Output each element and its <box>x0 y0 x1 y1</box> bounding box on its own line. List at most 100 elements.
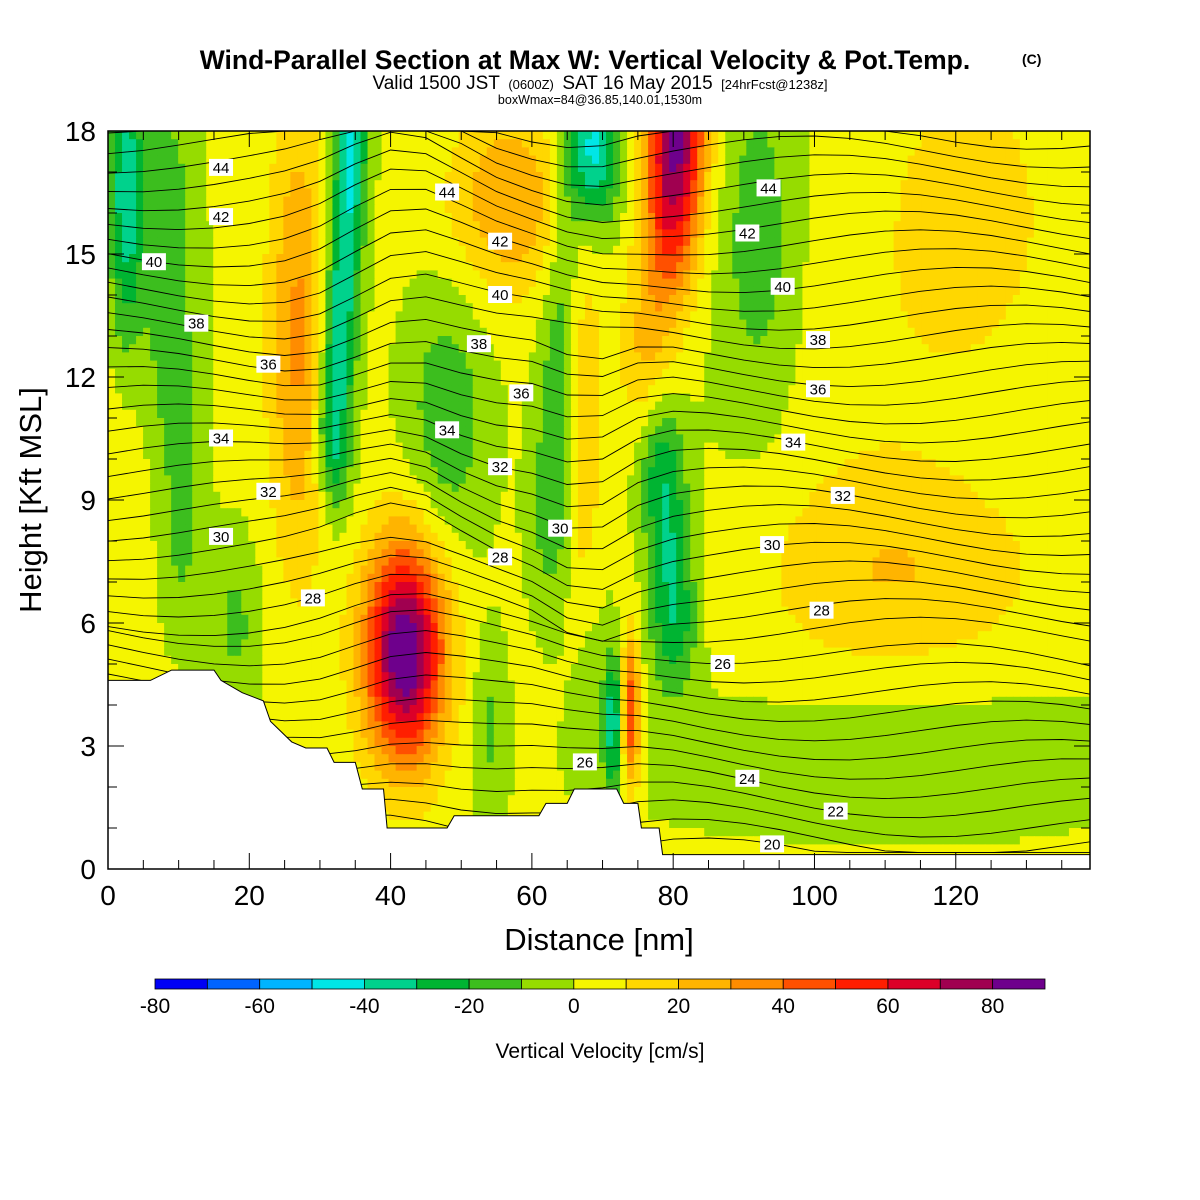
velocity-cell <box>949 377 958 386</box>
velocity-cell <box>1047 188 1056 198</box>
velocity-cell <box>514 409 523 419</box>
velocity-cell <box>739 327 747 337</box>
velocity-cell <box>311 401 320 411</box>
velocity-cell <box>493 213 502 222</box>
velocity-cell <box>662 221 670 230</box>
velocity-cell <box>465 360 474 370</box>
velocity-cell <box>255 368 263 378</box>
velocity-cell <box>893 204 902 214</box>
velocity-cell <box>129 377 137 386</box>
velocity-cell <box>781 213 789 222</box>
velocity-cell <box>514 303 523 312</box>
velocity-cell <box>479 311 488 321</box>
velocity-cell <box>977 270 986 280</box>
velocity-cell <box>367 188 376 198</box>
velocity-cell <box>199 155 207 165</box>
velocity-cell <box>746 278 754 288</box>
velocity-cell <box>1019 221 1028 230</box>
velocity-cell <box>886 327 895 337</box>
velocity-cell <box>669 229 677 239</box>
velocity-cell <box>641 254 649 263</box>
velocity-cell <box>479 196 488 206</box>
velocity-cell <box>591 163 600 173</box>
velocity-cell <box>641 344 649 353</box>
velocity-cell <box>949 188 958 198</box>
velocity-cell <box>1026 229 1035 239</box>
velocity-cell <box>206 172 214 181</box>
velocity-cell <box>129 303 137 312</box>
velocity-cell <box>255 196 263 206</box>
velocity-cell <box>360 368 369 378</box>
velocity-cell <box>549 139 558 148</box>
velocity-cell <box>921 245 930 255</box>
velocity-cell <box>1075 196 1084 206</box>
velocity-cell <box>641 188 649 198</box>
velocity-cell <box>255 295 263 304</box>
velocity-cell <box>472 139 481 148</box>
velocity-cell <box>620 270 628 280</box>
velocity-cell <box>809 295 818 304</box>
velocity-cell <box>248 188 256 198</box>
velocity-cell <box>311 352 320 362</box>
velocity-cell <box>865 229 874 239</box>
velocity-cell <box>823 368 832 378</box>
velocity-cell <box>872 254 881 263</box>
velocity-cell <box>914 139 923 148</box>
velocity-cell <box>227 180 235 189</box>
velocity-cell <box>669 336 677 345</box>
velocity-cell <box>991 196 1000 206</box>
velocity-cell <box>963 245 972 255</box>
velocity-cell <box>858 286 867 296</box>
velocity-cell <box>164 229 172 239</box>
velocity-cell <box>318 196 327 206</box>
velocity-cell <box>676 254 684 263</box>
velocity-cell <box>416 377 425 386</box>
velocity-cell <box>613 303 621 312</box>
velocity-cell <box>942 286 951 296</box>
velocity-cell <box>458 295 467 304</box>
velocity-cell <box>528 278 537 288</box>
velocity-cell <box>129 278 137 288</box>
velocity-cell <box>725 196 733 206</box>
velocity-cell <box>837 360 846 370</box>
velocity-cell <box>591 344 600 353</box>
velocity-cell <box>115 254 123 263</box>
velocity-cell <box>879 295 888 304</box>
velocity-cell <box>563 188 572 198</box>
velocity-cell <box>697 278 705 288</box>
velocity-cell <box>865 262 874 271</box>
velocity-cell <box>353 221 362 230</box>
velocity-cell <box>213 245 221 255</box>
velocity-cell <box>1082 204 1090 214</box>
velocity-cell <box>402 368 411 378</box>
velocity-cell <box>192 303 200 312</box>
velocity-cell <box>255 180 263 189</box>
velocity-cell <box>514 221 523 230</box>
velocity-cell <box>788 245 796 255</box>
velocity-cell <box>1082 319 1090 329</box>
velocity-cell <box>500 270 509 280</box>
velocity-cell <box>283 180 291 189</box>
velocity-cell <box>991 393 1000 403</box>
velocity-cell <box>241 344 249 353</box>
velocity-cell <box>507 270 516 280</box>
velocity-cell <box>627 221 635 230</box>
velocity-cell <box>220 401 228 411</box>
velocity-cell <box>984 401 993 411</box>
velocity-cell <box>325 409 334 419</box>
velocity-cell <box>942 147 951 157</box>
velocity-cell <box>374 163 383 173</box>
velocity-cell <box>325 368 334 378</box>
velocity-cell <box>599 311 607 321</box>
velocity-cell <box>374 237 383 247</box>
velocity-cell <box>795 385 804 394</box>
velocity-cell <box>178 385 186 394</box>
velocity-cell <box>1054 172 1063 181</box>
velocity-cell <box>136 229 144 239</box>
velocity-cell <box>1040 229 1049 239</box>
velocity-cell <box>521 188 530 198</box>
velocity-cell <box>704 172 712 181</box>
velocity-cell <box>732 262 740 271</box>
velocity-cell <box>851 409 860 419</box>
velocity-cell <box>318 188 327 198</box>
